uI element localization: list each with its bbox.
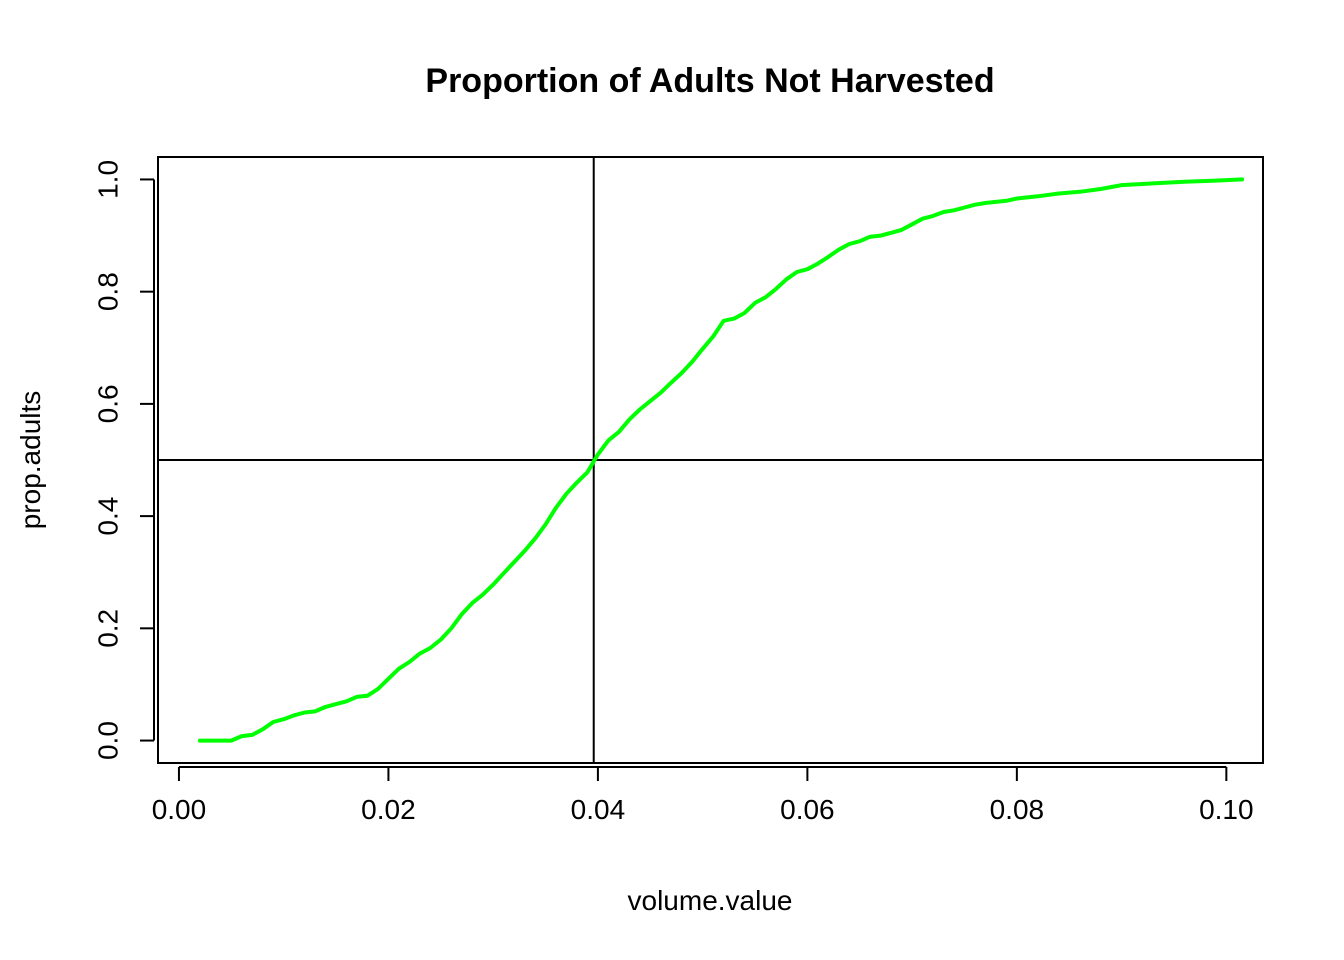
x-tick-label: 0.04 — [571, 794, 626, 825]
y-tick-label: 0.8 — [93, 272, 124, 311]
x-axis-label: volume.value — [628, 885, 793, 916]
y-tick-label: 0.6 — [93, 384, 124, 423]
reference-lines — [158, 157, 1263, 763]
x-tick-label: 0.08 — [990, 794, 1045, 825]
y-axis-label: prop.adults — [15, 391, 46, 530]
x-tick-label: 0.02 — [361, 794, 416, 825]
series-group — [197, 177, 1245, 743]
x-tick-label: 0.00 — [152, 794, 207, 825]
y-axis: 0.0 0.2 0.4 0.6 0.8 1.0 — [93, 160, 155, 760]
x-tick-label: 0.06 — [780, 794, 835, 825]
y-tick-label: 0.2 — [93, 609, 124, 648]
x-tick-label: 0.10 — [1199, 794, 1254, 825]
chart-title: Proportion of Adults Not Harvested — [425, 62, 994, 100]
y-tick-label: 1.0 — [93, 160, 124, 199]
y-tick-label: 0.4 — [93, 497, 124, 536]
x-axis: 0.00 0.02 0.04 0.06 0.08 0.10 — [152, 766, 1254, 825]
series-line — [197, 177, 1245, 743]
y-tick-label: 0.0 — [93, 721, 124, 760]
